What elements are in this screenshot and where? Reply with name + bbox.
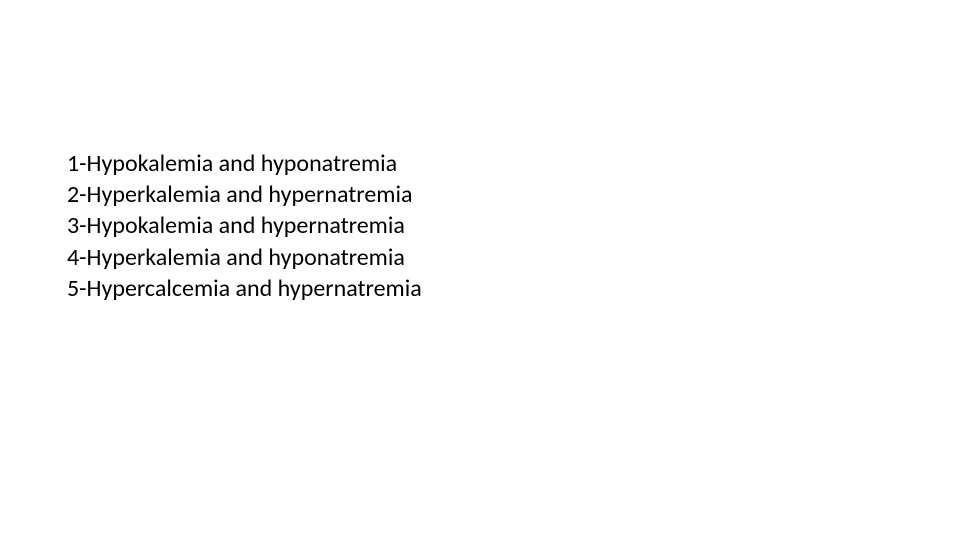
list-item: 3-Hypokalemia and hypernatremia <box>67 210 422 241</box>
list-item: 1-Hypokalemia and hyponatremia <box>67 148 422 179</box>
list-item: 2-Hyperkalemia and hypernatremia <box>67 179 422 210</box>
list-item: 5-Hypercalcemia and hypernatremia <box>67 273 422 304</box>
list-item: 4-Hyperkalemia and hyponatremia <box>67 242 422 273</box>
answer-list: 1-Hypokalemia and hyponatremia 2-Hyperka… <box>67 148 422 304</box>
